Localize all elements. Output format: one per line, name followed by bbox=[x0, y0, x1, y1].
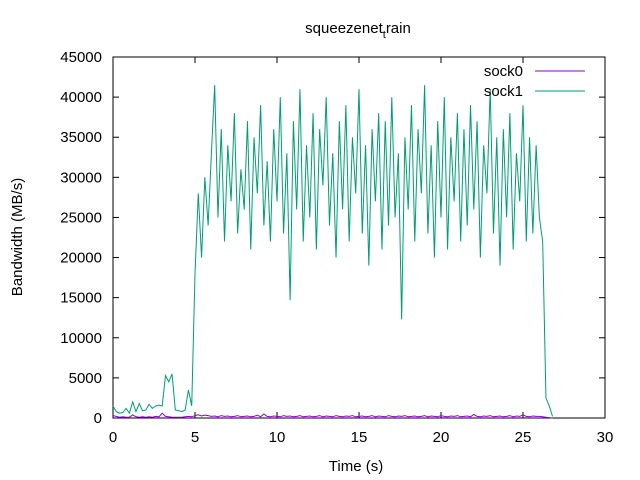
y-tick-label: 45000 bbox=[60, 49, 102, 66]
y-axis-label: Bandwidth (MB/s) bbox=[9, 178, 26, 296]
y-tick-label: 5000 bbox=[69, 370, 102, 387]
x-tick-label: 20 bbox=[433, 429, 450, 446]
x-tick-label: 25 bbox=[515, 429, 532, 446]
y-tick-label: 25000 bbox=[60, 209, 102, 226]
title-part: rain bbox=[386, 20, 411, 37]
x-tick-label: 15 bbox=[351, 429, 368, 446]
y-tick-label: 15000 bbox=[60, 290, 102, 307]
y-tick-label: 35000 bbox=[60, 129, 102, 146]
series-line bbox=[112, 85, 553, 417]
x-tick-label: 5 bbox=[191, 429, 199, 446]
x-tick-label: 10 bbox=[269, 429, 286, 446]
legend-label: sock0 bbox=[484, 63, 523, 80]
legend-label: sock1 bbox=[484, 83, 523, 100]
x-axis-label: Time (s) bbox=[329, 458, 383, 475]
y-tick-label: 10000 bbox=[60, 330, 102, 347]
y-tick-label: 20000 bbox=[60, 250, 102, 267]
x-tick-label: 30 bbox=[597, 429, 614, 446]
y-tick-label: 30000 bbox=[60, 169, 102, 186]
series-line bbox=[112, 412, 553, 419]
y-tick-label: 40000 bbox=[60, 89, 102, 106]
title-part: squeezenet bbox=[305, 20, 383, 37]
chart-title: squeezenettrain bbox=[305, 20, 411, 41]
plot-border bbox=[112, 56, 606, 419]
title-part: t bbox=[383, 29, 386, 41]
y-tick-label: 0 bbox=[94, 410, 102, 427]
x-tick-label: 0 bbox=[109, 429, 117, 446]
